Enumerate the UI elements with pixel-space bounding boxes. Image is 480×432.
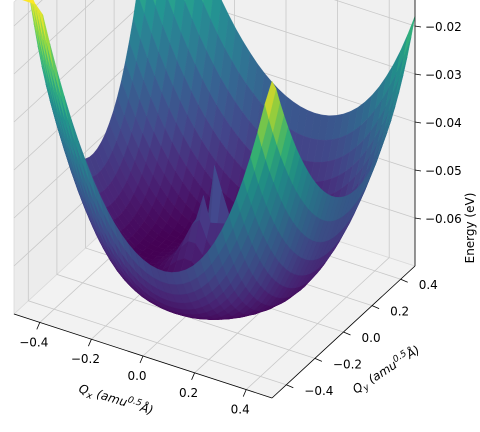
z-tick-mark-4 [414, 25, 422, 28]
x-tick-mark-2 [139, 355, 144, 364]
x-tick-label-0: −0.4 [19, 335, 48, 349]
x-axis-label: Qx (amu0.5Å) [76, 381, 155, 421]
z-tick-mark-2 [414, 121, 422, 124]
x-tick-label-4: 0.4 [231, 403, 250, 417]
energy-surface [22, 0, 416, 320]
surface-patch-1-0 [22, 0, 31, 3]
y-tick-label-3: 0.2 [390, 305, 409, 319]
y-tick-mark-0 [286, 384, 294, 389]
z-tick-mark-3 [414, 73, 422, 76]
z-axis-label: Energy (eV) [463, 193, 477, 264]
z-tick-mark-1 [414, 169, 422, 172]
y-tick-label-2: 0.0 [362, 331, 381, 345]
z-tick-label-3: −0.03 [425, 68, 462, 82]
grid-line-z-4 [13, 0, 416, 75]
y-tick-label-0: −0.4 [304, 384, 333, 398]
x-tick-label-2: 0.0 [127, 369, 146, 383]
z-tick-label-4: −0.02 [425, 20, 462, 34]
y-tick-mark-2 [343, 331, 351, 336]
y-tick-label-4: 0.4 [419, 278, 438, 292]
tick-marks: −0.4−0.20.00.20.4−0.4−0.20.00.20.4−0.06−… [19, 20, 462, 417]
x-tick-label-1: −0.2 [71, 352, 100, 366]
x-tick-mark-4 [242, 389, 247, 397]
grid-line-x-4 [245, 0, 390, 390]
y-tick-mark-3 [371, 305, 380, 309]
grid-line-y-0 [27, 0, 287, 386]
grid-line-z-3 [13, 0, 416, 123]
y-tick-label-1: −0.2 [333, 357, 362, 371]
x-tick-mark-1 [88, 339, 92, 347]
grid-line-y-1 [56, 0, 316, 359]
x-tick-label-3: 0.2 [179, 386, 198, 400]
x-tick-mark-0 [36, 322, 41, 330]
x-tick-mark-3 [191, 372, 195, 380]
y-tick-mark-1 [314, 358, 323, 362]
y-tick-mark-4 [400, 278, 408, 283]
z-tick-label-0: −0.06 [425, 212, 462, 226]
z-tick-label-2: −0.04 [425, 116, 462, 130]
z-tick-label-1: −0.05 [425, 164, 462, 178]
z-tick-mark-0 [414, 217, 422, 220]
surface-patch-35-0 [264, 80, 277, 119]
